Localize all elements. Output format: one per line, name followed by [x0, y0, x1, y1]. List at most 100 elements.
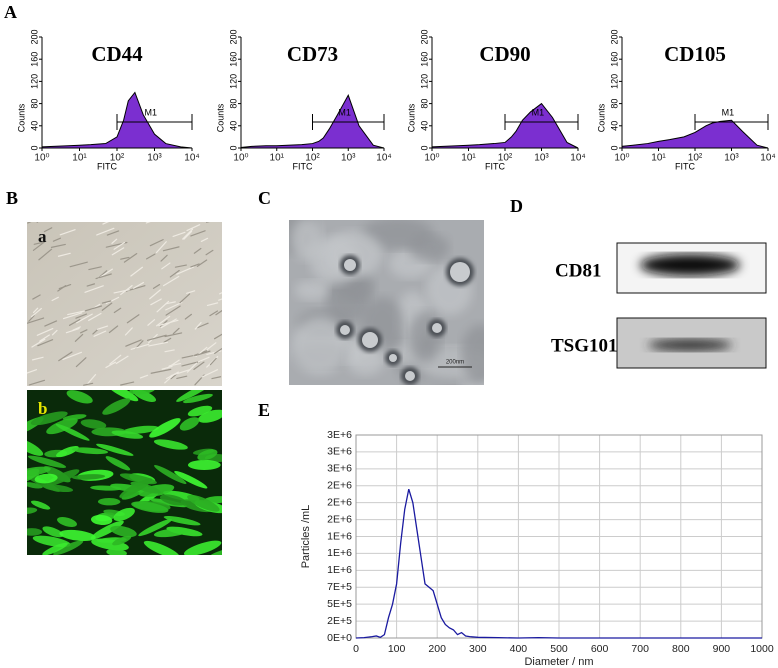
cell	[164, 332, 183, 338]
cell	[57, 516, 77, 527]
vesicle	[340, 325, 350, 335]
cell	[42, 484, 74, 493]
cell	[106, 390, 139, 402]
y-tick-label: 40	[419, 121, 429, 131]
y-tick-label: 200	[29, 29, 39, 44]
cell	[174, 470, 208, 489]
cell	[204, 496, 222, 504]
cell	[211, 376, 222, 380]
blot-band	[648, 339, 732, 351]
cell	[207, 547, 222, 555]
cell	[124, 327, 133, 336]
cell	[75, 313, 88, 319]
x-tick-label: 10⁰	[34, 153, 49, 164]
image-label: a	[38, 227, 47, 246]
cell	[111, 430, 144, 439]
y-tick-label: 200	[419, 29, 429, 44]
cell	[120, 256, 130, 260]
x-tick-label: 100	[388, 643, 406, 655]
cell	[62, 312, 83, 320]
cell	[181, 355, 194, 359]
cell	[105, 296, 120, 305]
cell	[52, 237, 62, 242]
gate-label: M1	[338, 107, 351, 117]
y-tick-label: 1E+6	[327, 530, 352, 542]
gate-label: M1	[722, 107, 735, 117]
cell	[88, 312, 102, 322]
y-tick-label: 160	[609, 52, 619, 67]
cell	[119, 473, 157, 485]
x-tick-label: 10⁰	[614, 153, 629, 164]
x-tick-label: 10¹	[270, 153, 285, 164]
cell	[31, 500, 51, 510]
cell	[164, 349, 175, 353]
cell	[174, 264, 187, 268]
cell	[131, 501, 169, 513]
cell	[197, 356, 210, 363]
cell	[84, 285, 104, 293]
cell	[205, 249, 214, 256]
y-tick-label: 160	[419, 52, 429, 67]
cell	[169, 269, 180, 278]
cell	[101, 302, 113, 311]
cell	[75, 357, 87, 368]
cell	[186, 224, 201, 232]
cell	[80, 419, 107, 429]
cell	[111, 247, 125, 256]
cell	[27, 466, 51, 477]
vesicle	[450, 262, 470, 282]
cell	[159, 494, 187, 506]
cell	[156, 300, 170, 313]
cell	[213, 333, 222, 340]
cell	[96, 443, 134, 456]
cell	[183, 230, 193, 240]
cell	[27, 507, 38, 515]
cell	[27, 369, 38, 374]
cell	[69, 261, 88, 268]
cell	[147, 319, 156, 326]
cell	[57, 252, 71, 257]
cell	[176, 375, 188, 380]
x-tick-label: 300	[469, 643, 487, 655]
x-tick-label: 10³	[534, 153, 549, 164]
cell	[93, 330, 107, 337]
cell	[120, 381, 135, 386]
cell	[32, 294, 41, 300]
cell	[68, 318, 81, 326]
blot-label: CD81	[555, 260, 601, 281]
cell	[30, 411, 68, 426]
cell	[74, 333, 84, 342]
cell	[170, 368, 191, 377]
x-axis-label: FITC	[97, 161, 117, 171]
y-tick-label: 7E+5	[327, 581, 352, 593]
cell	[130, 343, 150, 350]
cell	[149, 239, 164, 247]
cell	[34, 473, 58, 484]
y-tick-label: 1E+6	[327, 564, 352, 576]
cell	[30, 307, 42, 318]
cell	[113, 507, 135, 522]
cell	[176, 390, 212, 402]
y-tick-label: 40	[228, 121, 238, 131]
x-axis-label: FITC	[675, 161, 695, 171]
y-axis-label: Counts	[16, 103, 26, 132]
cell	[55, 423, 90, 441]
cell	[120, 285, 133, 296]
cell	[108, 325, 119, 334]
y-tick-label: 0	[419, 145, 429, 150]
cell	[183, 540, 222, 555]
y-tick-label: 40	[29, 121, 39, 131]
cell	[133, 281, 145, 289]
x-tick-label: 400	[510, 643, 528, 655]
cell	[160, 254, 168, 262]
y-axis-label: Particles /mL	[300, 505, 312, 569]
cell	[158, 319, 179, 327]
cell	[215, 309, 222, 316]
cell	[80, 329, 88, 334]
cell	[37, 339, 54, 347]
cell	[195, 350, 211, 357]
cell	[145, 253, 156, 260]
cell	[186, 290, 196, 294]
blot-band	[640, 254, 740, 276]
chart-title: CD44	[91, 42, 143, 66]
